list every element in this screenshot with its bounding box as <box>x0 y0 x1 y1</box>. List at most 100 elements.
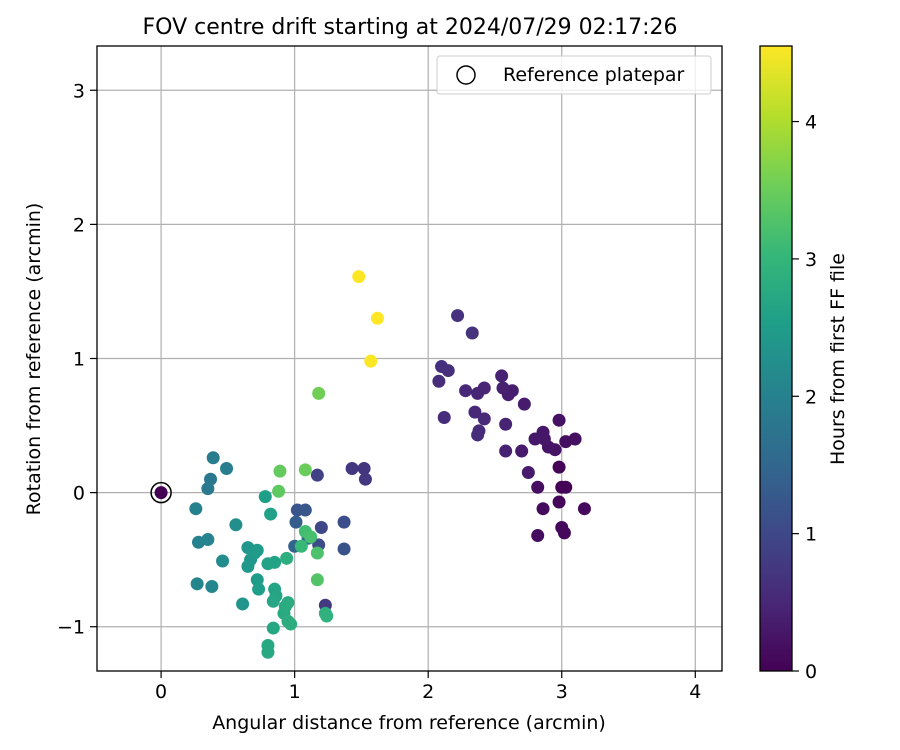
data-point <box>559 480 573 494</box>
data-point <box>536 502 550 516</box>
y-tick-label: 0 <box>73 483 85 505</box>
legend: Reference platepar <box>436 55 712 95</box>
data-point <box>236 597 250 611</box>
legend-entry: Reference platepar <box>503 64 685 86</box>
data-point <box>477 412 491 426</box>
data-point <box>468 405 482 419</box>
y-tick-label: 3 <box>73 80 85 102</box>
colorbar-tick-label: 1 <box>805 524 817 546</box>
data-point <box>294 539 308 553</box>
data-point <box>465 326 479 340</box>
x-tick-label: 3 <box>556 681 568 703</box>
data-point <box>280 551 294 565</box>
data-point <box>437 411 451 425</box>
grid <box>97 46 722 671</box>
data-point <box>205 580 219 594</box>
data-point <box>496 381 510 395</box>
data-point <box>471 428 485 442</box>
legend-box <box>436 55 712 95</box>
x-tick-label: 1 <box>289 681 301 703</box>
data-point <box>337 515 351 529</box>
data-point <box>441 364 455 378</box>
data-point <box>266 594 280 608</box>
data-point <box>357 461 371 475</box>
data-point <box>201 482 215 496</box>
data-point <box>310 468 324 482</box>
data-point <box>370 311 384 325</box>
data-point <box>310 546 324 560</box>
data-point <box>557 526 571 540</box>
data-point <box>364 354 378 368</box>
reference-marker <box>150 481 172 504</box>
data-point <box>258 490 272 504</box>
x-tick-label: 0 <box>155 681 167 703</box>
colorbar-tick-label: 4 <box>805 112 817 134</box>
data-point <box>241 559 255 573</box>
data-point <box>201 533 215 547</box>
data-point <box>273 464 287 478</box>
data-point <box>531 480 545 494</box>
data-point <box>216 554 230 568</box>
data-point <box>352 270 366 284</box>
data-point <box>358 472 372 486</box>
colorbar-tick-label: 3 <box>805 249 817 271</box>
data-point <box>312 386 326 400</box>
data-point <box>206 451 220 465</box>
data-point <box>266 621 280 635</box>
data-point <box>552 495 566 509</box>
data-point <box>310 573 324 587</box>
data-point <box>261 645 275 659</box>
colorbar-tick-label: 2 <box>805 386 817 408</box>
colorbar-tick-label: 0 <box>805 661 817 683</box>
data-point <box>281 596 295 610</box>
x-axis-ticks: 0 1 2 3 4 <box>155 671 701 703</box>
data-point <box>568 432 582 446</box>
data-point <box>517 397 531 411</box>
data-point <box>499 417 513 431</box>
data-point <box>451 309 465 323</box>
data-point <box>552 460 566 474</box>
colorbar-label: Hours from first FF file <box>827 253 849 465</box>
colorbar-gradient <box>759 45 793 672</box>
data-point <box>229 518 243 532</box>
data-point <box>521 466 535 480</box>
data-point <box>459 384 473 398</box>
chart-title: FOV centre drift starting at 2024/07/29 … <box>143 15 678 40</box>
data-point <box>264 507 278 521</box>
data-point <box>268 555 282 569</box>
data-point <box>515 444 529 458</box>
colorbar: 0 1 2 3 4 Hours from first FF file <box>759 45 849 683</box>
y-tick-label: −1 <box>57 617 85 639</box>
colorbar-ticks: 0 1 2 3 4 <box>792 112 817 683</box>
y-axis-ticks: −1 0 1 2 3 <box>57 80 97 639</box>
x-axis-label: Angular distance from reference (arcmin) <box>212 712 606 734</box>
data-points <box>154 270 591 659</box>
data-point <box>320 609 334 623</box>
data-point <box>337 542 351 556</box>
x-tick-label: 4 <box>689 681 701 703</box>
data-point <box>298 463 312 477</box>
data-point <box>432 374 446 388</box>
data-point <box>577 502 591 516</box>
x-tick-label: 2 <box>422 681 434 703</box>
data-point <box>252 582 266 596</box>
y-axis-label: Rotation from reference (arcmin) <box>23 203 45 516</box>
data-point <box>220 461 234 475</box>
data-point <box>190 577 204 591</box>
data-point <box>298 503 312 517</box>
data-point <box>154 486 168 500</box>
reference-platepar-marker <box>150 481 172 504</box>
data-point <box>531 529 545 543</box>
data-point <box>499 444 513 458</box>
data-point <box>189 502 203 516</box>
data-point <box>314 520 328 534</box>
data-point <box>272 484 286 498</box>
y-tick-label: 2 <box>73 214 85 236</box>
data-point <box>284 617 298 631</box>
data-point <box>528 432 542 446</box>
data-point <box>304 530 318 544</box>
data-point <box>552 413 566 427</box>
data-point <box>345 461 359 475</box>
legend-marker-icon <box>456 65 476 85</box>
